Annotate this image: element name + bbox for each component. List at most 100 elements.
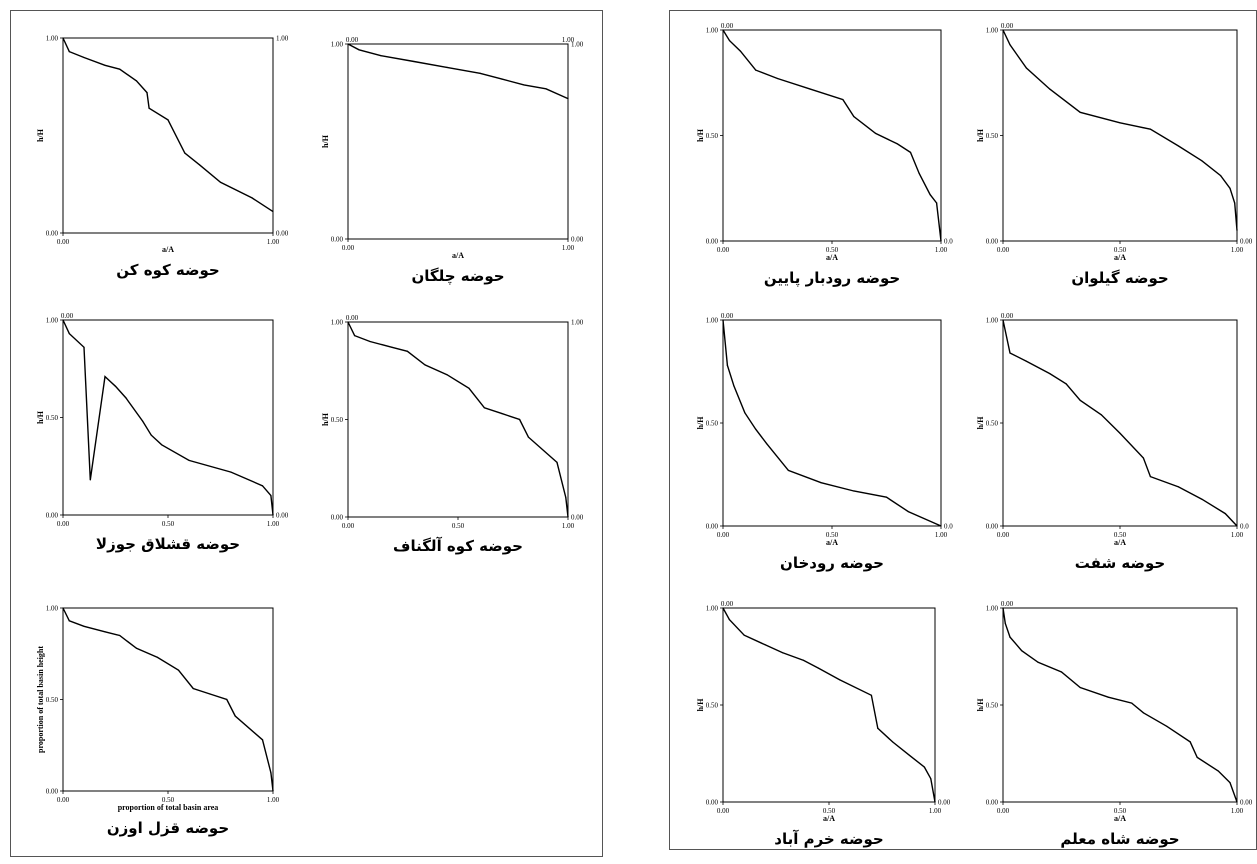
data-point [119, 634, 121, 637]
data-point [209, 693, 211, 695]
data-point [728, 39, 731, 42]
hypsometric-curve [1002, 319, 1238, 527]
right-tick-label: 0.00 [1240, 238, 1253, 246]
x-axis-label: a/A [826, 538, 838, 547]
data-point [1037, 661, 1039, 663]
top-tick-label: 0.00 [61, 312, 74, 320]
y-tick-label: 0.50 [331, 416, 344, 424]
x-tick-label: 0.00 [717, 531, 730, 539]
data-point [150, 434, 152, 436]
right-tick-label: 0.00 [938, 799, 951, 807]
y-tick-label: 0.00 [46, 512, 59, 520]
data-point [104, 375, 106, 378]
y-axis-label: h/H [696, 416, 705, 430]
right-tick-label: 0.0 [944, 238, 953, 246]
data-point [839, 679, 841, 681]
x-tick-label: 1.00 [929, 807, 942, 815]
data-point [501, 78, 503, 80]
x-tick-label: 1.00 [267, 520, 280, 528]
x-tick-label: 0.50 [826, 531, 839, 539]
chart-caption: حوضه چلگان [411, 267, 505, 285]
right-panel [669, 10, 1257, 850]
y-axis-label: h/H [976, 128, 985, 142]
data-point [483, 407, 485, 409]
chart-caption: حوضه گیلوان [1071, 269, 1169, 287]
y-tick-label: 0.00 [706, 238, 719, 246]
y-axis-label: proportion of total basin height [36, 646, 45, 753]
chart-svg: 0.00 0.50 1.000.000.501.000.000.00a/Ah/H [976, 600, 1253, 823]
data-point [755, 428, 757, 430]
data-point [909, 151, 912, 153]
data-point [104, 64, 106, 66]
y-axis-label: h/H [321, 412, 330, 426]
data-point [802, 659, 805, 661]
y-tick-label: 0.50 [986, 420, 999, 428]
plot-frame [62, 37, 274, 234]
data-point [1224, 513, 1226, 515]
plot-frame [347, 321, 569, 518]
y-tick-label: 1.00 [706, 605, 719, 613]
data-point [119, 68, 121, 70]
data-point [114, 385, 117, 387]
data-point [501, 413, 503, 415]
y-tick-label: 0.00 [46, 788, 59, 796]
data-point [1177, 486, 1180, 488]
y-tick-label: 1.00 [46, 317, 59, 325]
chart-svg: 0.00 0.50 1.000.000.501.000.00.00a/Ah/H [976, 312, 1249, 547]
x-tick-label: 0.00 [57, 520, 70, 528]
data-point [1079, 399, 1081, 401]
chart-svg: 0.00 1.000.001.000.001.000.00 1.00a/Ah/H [321, 36, 584, 260]
x-tick-label: 1.00 [935, 246, 948, 254]
data-point [896, 143, 898, 145]
chart-cell: 0.00 0.50 1.00 0.00 0.50 1.00 proportion of to… [35, 600, 310, 850]
right-tick-label: 0.00 [276, 512, 289, 520]
data-point [479, 72, 481, 74]
chart-caption: حوضه شاه معلم [1060, 830, 1180, 848]
data-point [764, 644, 766, 646]
data-point [1025, 360, 1027, 362]
x-tick-label: 0.50 [452, 522, 465, 530]
chart-svg: 0.00 0.50 1.000.000.501.000.000.00a/Ah/H [976, 22, 1253, 262]
hypsometric-curve [722, 319, 942, 527]
hypsometric-curve [347, 43, 569, 100]
data-point [424, 364, 426, 366]
data-point [726, 364, 728, 366]
data-point [1021, 650, 1023, 652]
data-point [68, 51, 70, 53]
y-tick-label: 0.00 [706, 523, 719, 531]
hypsometric-curve [62, 607, 274, 792]
data-point [787, 469, 789, 471]
x-tick-label: 1.00 [562, 522, 575, 530]
data-point [1142, 712, 1144, 714]
data-point [545, 88, 547, 90]
hypsometric-curve [62, 37, 274, 213]
x-tick-label: 0.00 [997, 531, 1010, 539]
chart-cell: 0.00 0.50 1.00 0.00 0.50 1.00 0.00 0.00 h/H حوضه … [35, 312, 310, 592]
chart-cell: 0.00 1.00 0.00 1.00 0.00 1.00 a/A h/H حوضه کوه ک… [35, 30, 310, 305]
data-point [125, 397, 127, 399]
x-axis-label: a/A [1114, 538, 1126, 547]
data-point [755, 69, 757, 71]
data-point [413, 60, 415, 63]
data-point [776, 77, 779, 80]
x-axis-label: a/A [826, 253, 838, 262]
chart-svg: 0.00 1.000.001.000.001.00a/Ah/H [36, 35, 289, 255]
data-point [1107, 696, 1109, 698]
data-point [527, 436, 529, 438]
y-axis-label: h/H [976, 416, 985, 430]
chart-caption: حوضه شفت [1074, 554, 1166, 572]
data-point [146, 92, 148, 94]
hypsometric-curve [722, 607, 936, 803]
plot-frame [62, 607, 274, 792]
x-tick-label: 0.50 [162, 796, 175, 804]
x-tick-label: 0.50 [823, 807, 836, 815]
right-tick-label: 1.00 [276, 35, 289, 43]
y-axis-label: h/H [321, 134, 330, 148]
data-point [89, 479, 91, 481]
right-tick-label: 0.00 [571, 236, 584, 244]
plot-frame [722, 319, 942, 527]
data-point [1004, 622, 1006, 625]
x-tick-label: 0.00 [57, 796, 70, 804]
data-point [1189, 741, 1191, 743]
data-point [567, 98, 569, 100]
